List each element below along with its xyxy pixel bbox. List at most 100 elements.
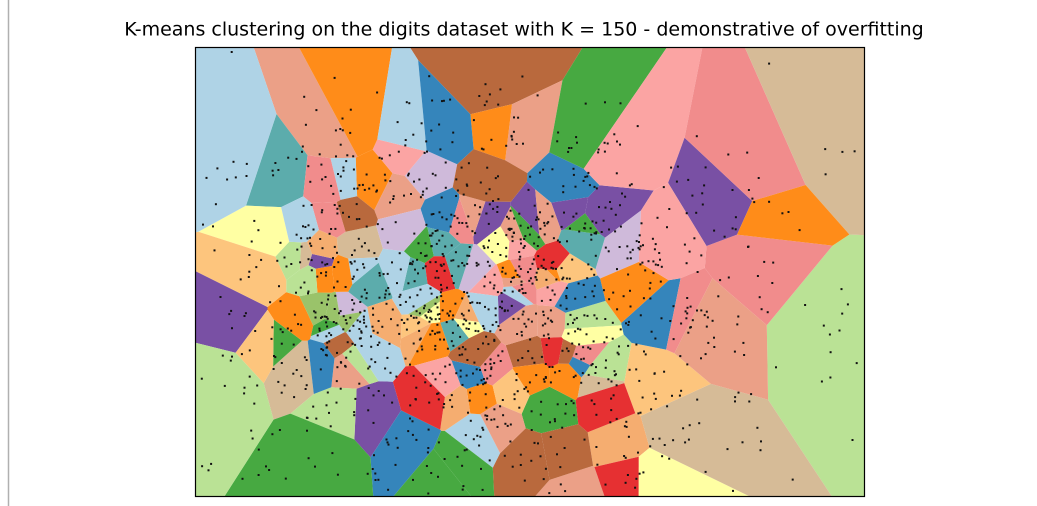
sample-point (467, 328, 470, 330)
sample-point (484, 414, 487, 417)
sample-point (521, 287, 524, 290)
sample-point (574, 185, 577, 188)
cluster-cell (374, 173, 425, 220)
sample-point (314, 465, 316, 468)
sample-point (278, 429, 281, 431)
cluster-cell (745, 48, 864, 236)
sample-point (251, 437, 254, 440)
sample-point (489, 374, 492, 377)
sample-point (336, 280, 339, 283)
sample-point (653, 392, 656, 395)
sample-point (605, 359, 607, 362)
sample-point (499, 305, 502, 308)
sample-point (638, 379, 641, 382)
sample-point (320, 348, 323, 350)
sample-point (481, 488, 484, 491)
sample-point (700, 357, 702, 360)
sample-point (628, 368, 631, 371)
sample-point (450, 244, 453, 247)
sample-point (573, 318, 576, 321)
sample-point (502, 414, 505, 417)
sample-point (595, 231, 598, 234)
sample-point (652, 272, 655, 275)
sample-point (371, 468, 374, 470)
sample-point (485, 100, 488, 103)
cluster-cell (290, 387, 357, 440)
cluster-cell (510, 181, 540, 235)
sample-point (462, 485, 465, 488)
sample-point (302, 225, 304, 228)
sample-point (419, 252, 422, 255)
sample-point (335, 380, 338, 383)
sample-point (497, 354, 500, 357)
sample-point (320, 211, 323, 214)
sample-point (531, 357, 534, 360)
sample-point (418, 338, 421, 341)
sample-point (483, 275, 486, 278)
sample-point (223, 384, 226, 387)
cluster-cell (451, 360, 486, 389)
sample-point (383, 394, 385, 397)
sample-point (356, 319, 359, 322)
sample-point (321, 178, 324, 181)
sample-point (338, 204, 341, 207)
cluster-cell (418, 60, 474, 165)
sample-point (321, 315, 324, 318)
sample-point (467, 215, 470, 218)
sample-point (798, 229, 801, 232)
sample-point (615, 373, 617, 376)
sample-point (325, 335, 328, 338)
sample-point (594, 254, 597, 257)
sample-point (375, 190, 378, 193)
sample-point (585, 333, 588, 336)
sample-point (353, 302, 356, 305)
sample-point (595, 366, 597, 369)
sample-point (583, 314, 586, 317)
sample-point (751, 197, 754, 200)
sample-point (488, 203, 491, 206)
sample-point (545, 278, 548, 281)
sample-point (287, 156, 290, 159)
sample-point (434, 174, 437, 177)
sample-point (373, 252, 376, 255)
sample-point (603, 141, 606, 144)
sample-point (301, 150, 303, 153)
sample-point (707, 341, 710, 344)
sample-point (386, 241, 389, 244)
sample-point (429, 384, 432, 387)
sample-point (791, 478, 794, 481)
cluster-cell (466, 382, 497, 415)
sample-point (345, 160, 348, 163)
sample-point (521, 357, 524, 359)
sample-point (467, 411, 469, 414)
sample-point (466, 225, 469, 228)
sample-point (351, 277, 354, 280)
sample-point (575, 136, 578, 139)
sample-point (386, 272, 389, 275)
sample-point (341, 117, 344, 120)
sample-point (438, 211, 441, 214)
sample-point (312, 405, 315, 408)
sample-point (483, 247, 486, 250)
sample-point (746, 151, 749, 154)
sample-point (352, 168, 355, 171)
sample-point (535, 218, 538, 221)
sample-point (454, 302, 457, 305)
sample-point (389, 371, 392, 374)
sample-point (332, 257, 334, 260)
sample-point (376, 189, 378, 192)
sample-point (437, 441, 440, 444)
sample-point (384, 367, 387, 370)
sample-point (527, 226, 530, 229)
sample-point (615, 384, 618, 387)
sample-point (425, 187, 428, 190)
cluster-cell (575, 383, 636, 433)
sample-point (392, 195, 395, 198)
sample-point (491, 323, 494, 326)
sample-point (244, 312, 247, 315)
sample-point (232, 160, 235, 163)
sample-point (535, 374, 538, 377)
cluster-cell (583, 48, 703, 191)
sample-point (596, 463, 599, 466)
cluster-cell (235, 309, 274, 384)
